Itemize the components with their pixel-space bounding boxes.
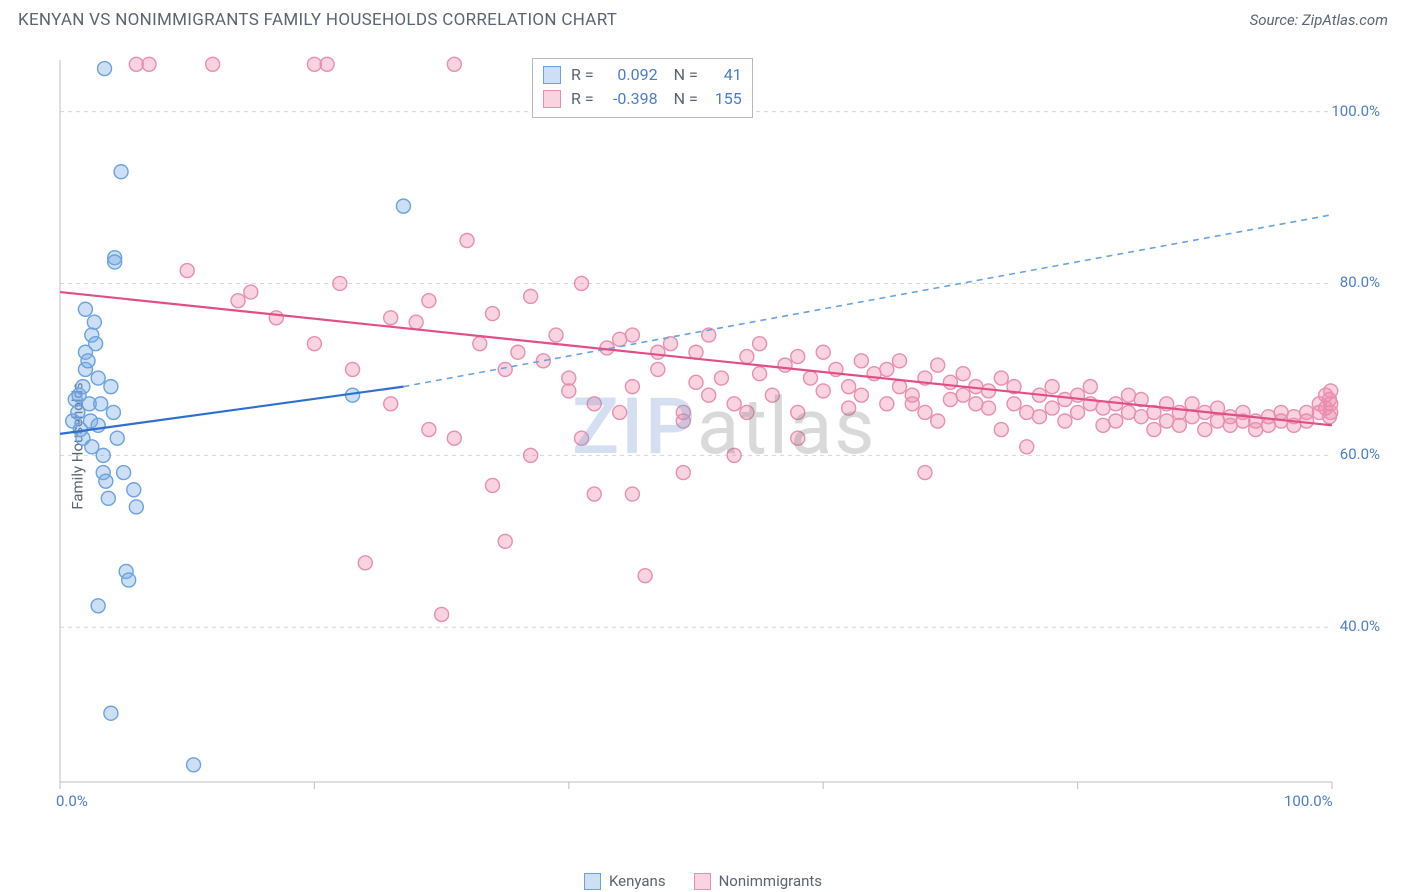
x-axis-min-label: 0.0% bbox=[56, 792, 88, 810]
chart-title: KENYAN VS NONIMMIGRANTS FAMILY HOUSEHOLD… bbox=[18, 10, 617, 30]
legend-item-a: Kenyans bbox=[584, 872, 666, 890]
legend-label-b: Nonimmigrants bbox=[719, 872, 822, 890]
x-axis-max-label: 100.0% bbox=[1284, 792, 1333, 810]
stats-swatch-b bbox=[543, 90, 561, 108]
stats-r-label-b: R = bbox=[571, 87, 594, 111]
y-tick-80: 80.0% bbox=[1340, 273, 1380, 291]
y-tick-40: 40.0% bbox=[1340, 617, 1380, 635]
chart-area: ZIPatlas R = 0.092 N = 41 R = -0.398 N =… bbox=[52, 52, 1388, 824]
stats-r-label-a: R = bbox=[571, 63, 594, 87]
y-tick-60: 60.0% bbox=[1340, 445, 1380, 463]
legend-swatch-a bbox=[584, 873, 601, 890]
stats-swatch-a bbox=[543, 66, 561, 84]
legend-swatch-b bbox=[694, 873, 711, 890]
stats-r-value-a: 0.092 bbox=[600, 63, 658, 87]
stats-legend-box: R = 0.092 N = 41 R = -0.398 N = 155 bbox=[532, 58, 753, 118]
scatter-plot bbox=[52, 52, 1388, 824]
legend-label-a: Kenyans bbox=[609, 872, 666, 890]
bottom-legend: Kenyans Nonimmigrants bbox=[0, 872, 1406, 890]
stats-row-a: R = 0.092 N = 41 bbox=[543, 63, 742, 87]
legend-item-b: Nonimmigrants bbox=[694, 872, 822, 890]
stats-r-value-b: -0.398 bbox=[600, 87, 658, 111]
stats-n-value-a: 41 bbox=[704, 63, 742, 87]
y-tick-100: 100.0% bbox=[1331, 102, 1380, 120]
stats-n-label-a: N = bbox=[674, 63, 698, 87]
chart-header: KENYAN VS NONIMMIGRANTS FAMILY HOUSEHOLD… bbox=[0, 0, 1406, 36]
stats-row-b: R = -0.398 N = 155 bbox=[543, 87, 742, 111]
stats-n-value-b: 155 bbox=[704, 87, 742, 111]
stats-n-label-b: N = bbox=[674, 87, 698, 111]
chart-source: Source: ZipAtlas.com bbox=[1250, 11, 1388, 29]
